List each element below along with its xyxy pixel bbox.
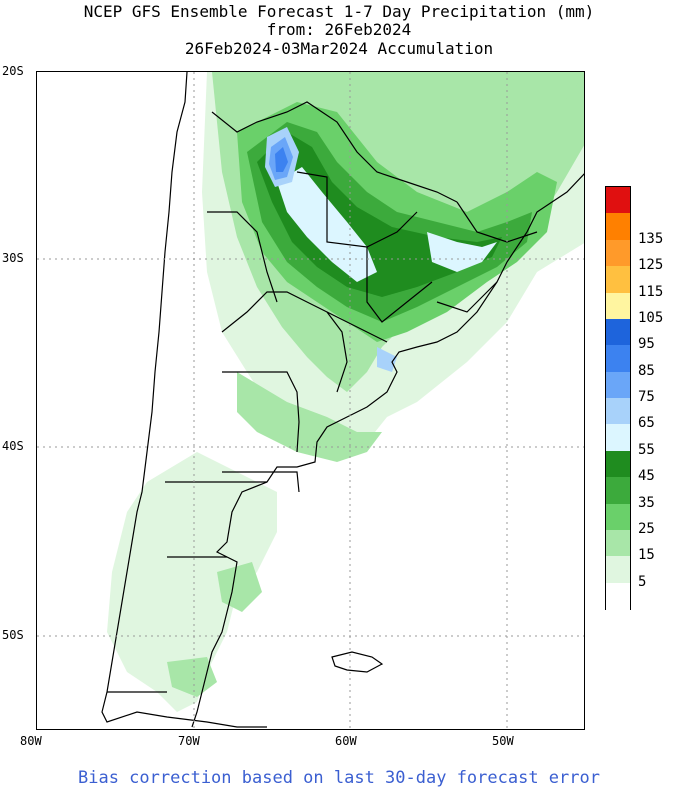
legend-label: 25 <box>638 520 655 537</box>
legend-swatch <box>606 213 630 241</box>
legend-label: 95 <box>638 336 655 353</box>
legend-swatch <box>606 529 630 557</box>
legend-swatch <box>606 582 630 610</box>
legend-swatch <box>606 345 630 373</box>
precip-shading <box>107 72 584 712</box>
lat-label-50s: 50S <box>2 628 24 642</box>
chart-subtitle-period: 26Feb2024-03Mar2024 Accumulation <box>184 39 494 58</box>
legend-swatch <box>606 424 630 452</box>
legend-swatch <box>606 187 630 214</box>
boundaries <box>101 72 584 728</box>
lon-label-80w: 80W <box>20 734 42 748</box>
legend-label: 15 <box>638 547 655 564</box>
legend-label: 45 <box>638 468 655 485</box>
legend-swatch <box>606 556 630 584</box>
legend-swatch <box>606 503 630 531</box>
legend-swatch <box>606 477 630 504</box>
legend-swatch <box>606 292 630 320</box>
legend-swatch <box>606 266 630 293</box>
lon-label-50w: 50W <box>492 734 514 748</box>
lat-label-40s: 40S <box>2 439 24 453</box>
precipitation-map <box>36 71 585 730</box>
legend-label: 85 <box>638 362 655 379</box>
legend-label: 35 <box>638 494 655 511</box>
legend-label: 65 <box>638 415 655 432</box>
map-canvas <box>37 72 584 729</box>
legend-label: 5 <box>638 573 647 590</box>
legend-label: 115 <box>638 283 664 300</box>
graticule <box>37 72 584 729</box>
chart-title: NCEP GFS Ensemble Forecast 1-7 Day Preci… <box>83 2 595 21</box>
falkland-islands <box>331 651 384 673</box>
lon-label-70w: 70W <box>178 734 200 748</box>
legend-label: 105 <box>638 309 664 326</box>
color-legend <box>605 186 631 610</box>
legend-label: 55 <box>638 441 655 458</box>
legend-swatch <box>606 371 630 399</box>
legend-swatch <box>606 398 630 425</box>
lon-label-60w: 60W <box>335 734 357 748</box>
legend-swatch <box>606 239 630 267</box>
chart-subtitle-date: from: 26Feb2024 <box>266 20 412 39</box>
legend-label: 75 <box>638 389 655 405</box>
bias-correction-note: Bias correction based on last 30-day for… <box>78 768 600 788</box>
legend-swatch <box>606 318 630 346</box>
legend-swatch <box>606 450 630 478</box>
legend-label: 135 <box>638 230 664 247</box>
lat-label-20s: 20S <box>2 64 24 78</box>
legend-label: 125 <box>638 257 664 274</box>
lat-label-30s: 30S <box>2 251 24 265</box>
